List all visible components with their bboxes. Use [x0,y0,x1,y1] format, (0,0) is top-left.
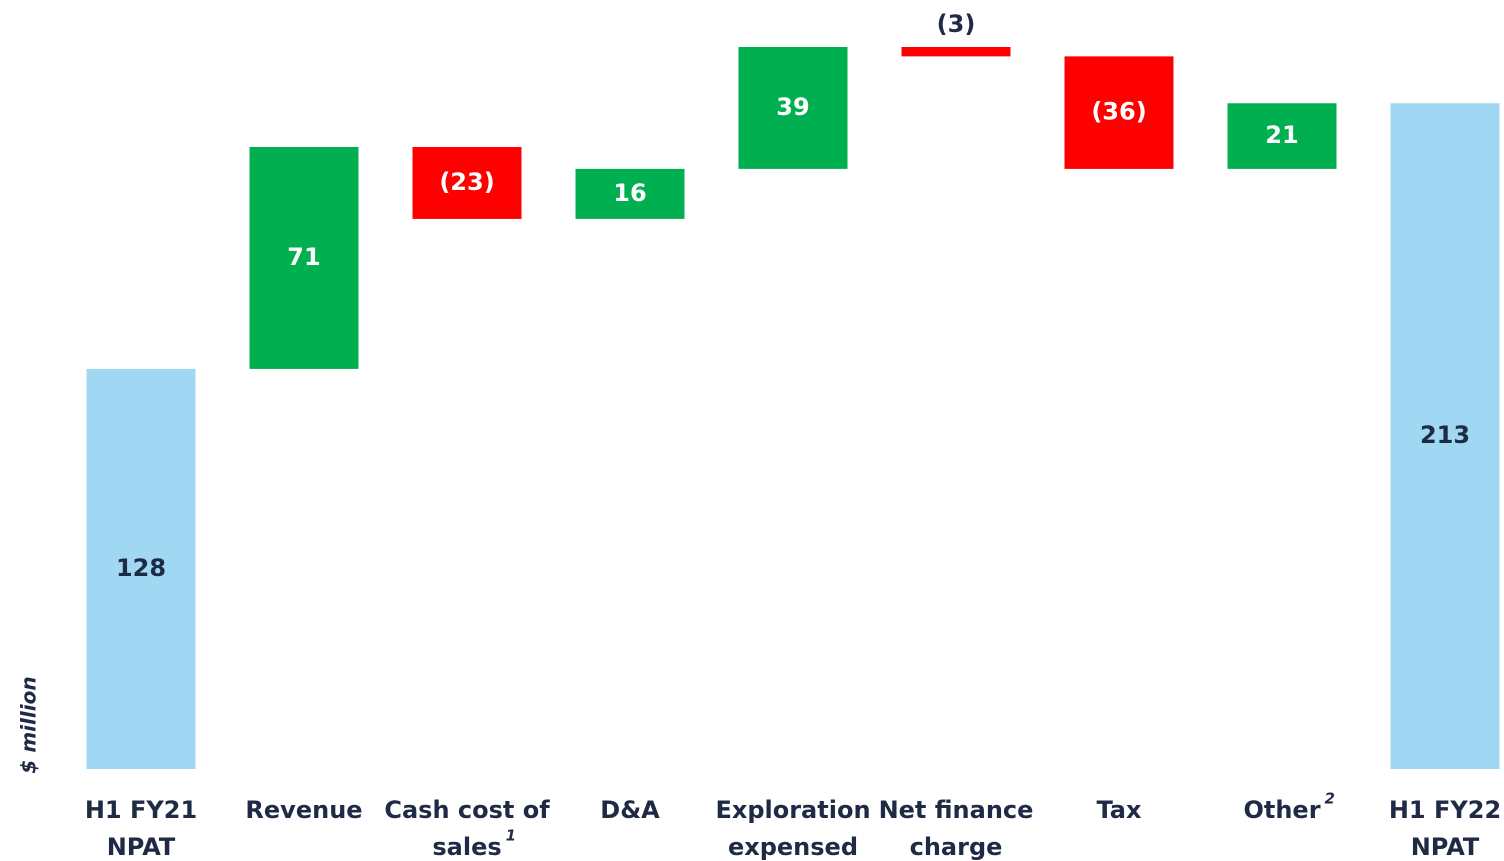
value-label: 128 [116,554,166,582]
x-tick-label: Tax [1097,796,1142,824]
x-tick-label: Other [1243,796,1320,824]
bar [1064,56,1174,169]
x-tick-label: NPAT [1411,833,1480,861]
x-tick-label: sales [432,833,501,861]
footnote-mark: 1 [506,827,516,845]
value-label: 39 [776,93,809,121]
bar [1227,103,1337,169]
value-label: 21 [1265,121,1298,149]
x-tick-label: D&A [600,796,660,824]
x-tick-label: H1 FY22 [1389,796,1501,824]
bar [412,147,522,219]
x-tick-label: Cash cost of [384,796,550,824]
value-label: 71 [287,243,320,271]
x-tick-label: H1 FY21 [85,796,197,824]
x-tick-label: Exploration [715,796,870,824]
value-label: (23) [439,168,494,196]
value-label: (36) [1091,98,1146,126]
bar [86,368,196,769]
x-tick-label: Revenue [245,796,362,824]
value-label: (3) [937,10,976,38]
value-label: 16 [613,179,646,207]
bar [738,47,848,169]
x-tick-label: charge [910,833,1003,861]
x-tick-label: expensed [728,833,858,861]
bar [901,47,1011,57]
bar [575,168,685,219]
bar [249,147,359,369]
bar [1390,103,1500,769]
footnote-mark: 2 [1325,790,1335,808]
x-tick-label: Net finance [879,796,1034,824]
axis-label: $ million [17,676,41,773]
value-label: 213 [1420,421,1470,449]
x-tick-label: NPAT [107,833,176,861]
